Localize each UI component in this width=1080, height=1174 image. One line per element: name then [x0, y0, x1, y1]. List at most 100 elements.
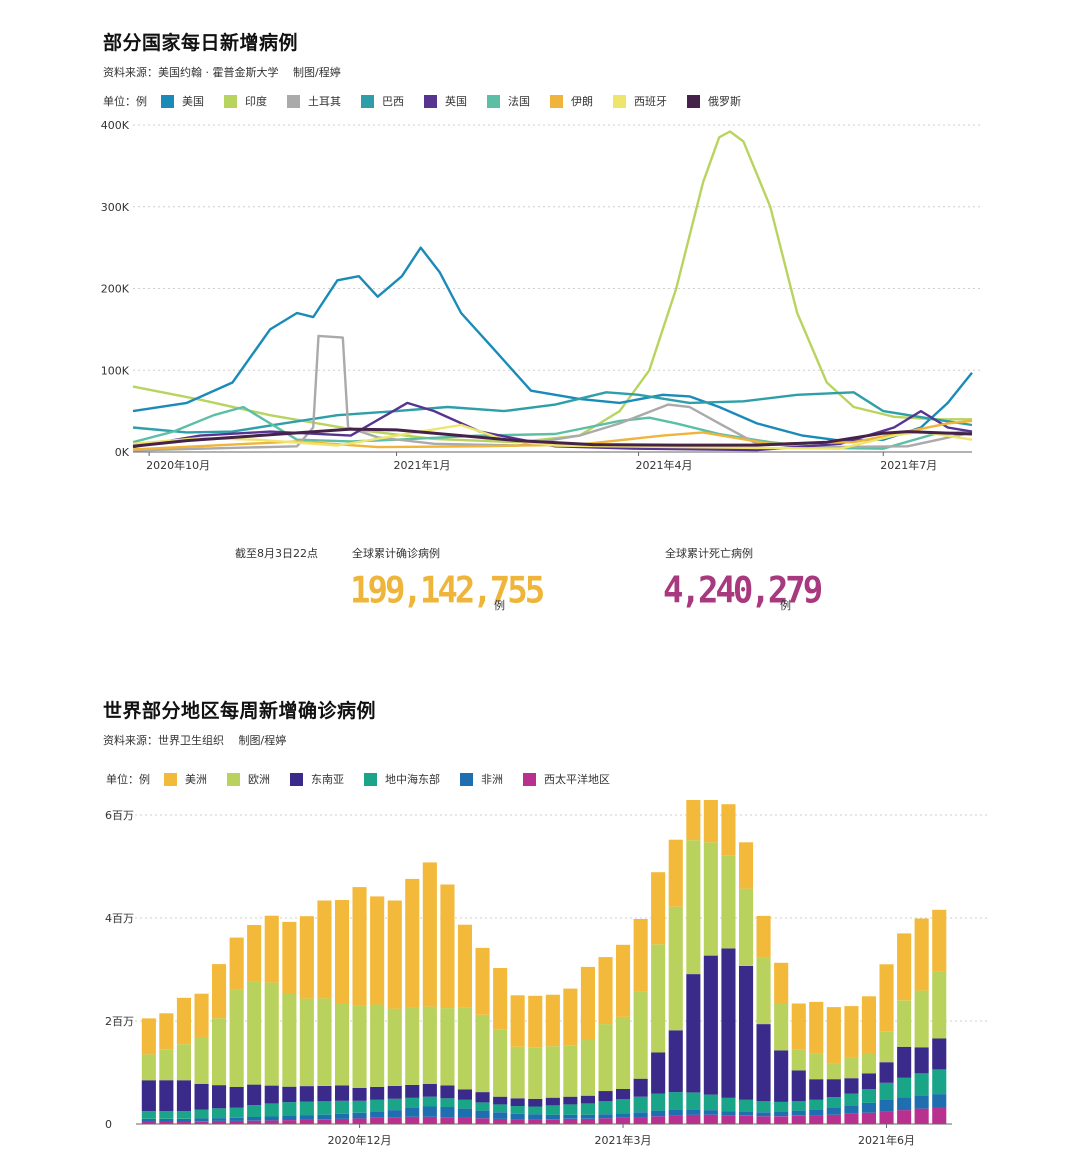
- chart2-legend: 单位：例 美洲 欧洲 东南亚 地中海东部 非洲 西太平洋地区: [106, 771, 630, 787]
- legend-swatch: [224, 94, 237, 108]
- bar-segment: [475, 1092, 490, 1103]
- bar-segment: [703, 1114, 718, 1124]
- legend-item: 美国: [161, 93, 204, 109]
- bar-segment: [299, 916, 314, 999]
- legend-swatch: [164, 772, 177, 786]
- legend-item: 法国: [487, 93, 530, 109]
- bar-segment: [335, 1118, 350, 1124]
- bar-segment: [299, 1086, 314, 1102]
- bar-segment: [721, 948, 736, 1098]
- bar-segment: [405, 1116, 420, 1124]
- bar-segment: [861, 1052, 876, 1074]
- bar-segment: [844, 1078, 859, 1094]
- bar-segment: [932, 1094, 947, 1107]
- bar-segment: [914, 1095, 929, 1109]
- bar-segment: [457, 1007, 472, 1090]
- bar-segment: [194, 1118, 209, 1122]
- series-line: [132, 246, 973, 442]
- bar-segment: [826, 1108, 841, 1115]
- bar-segment: [616, 1113, 631, 1118]
- bar-segment: [229, 1120, 244, 1124]
- bar-segment: [703, 955, 718, 1095]
- bar-segment: [528, 1119, 543, 1124]
- bar-segment: [826, 1097, 841, 1108]
- bar-segment: [159, 1111, 174, 1119]
- bar-segment: [791, 1070, 806, 1102]
- bar-segment: [141, 1118, 156, 1122]
- bar-segment: [861, 1089, 876, 1103]
- bar-segment: [510, 1113, 525, 1120]
- legend-swatch: [227, 772, 240, 786]
- bar-segment: [405, 1108, 420, 1117]
- bar-segment: [317, 998, 332, 1086]
- bar-segment: [774, 1111, 789, 1117]
- bar-segment: [475, 1102, 490, 1111]
- legend-swatch: [424, 94, 437, 108]
- bar-segment: [440, 1008, 455, 1086]
- y-tick-label: 4百万: [105, 912, 134, 925]
- bar-segment: [721, 855, 736, 949]
- bar-segment: [422, 1083, 437, 1097]
- chart1-title: 部分国家每日新增病例: [103, 32, 299, 54]
- bar-segment: [897, 1046, 912, 1078]
- legend-label: 地中海东部: [385, 773, 440, 786]
- bar-segment: [809, 1099, 824, 1110]
- legend-item: 欧洲: [227, 771, 270, 787]
- bar-segment: [493, 1112, 508, 1119]
- bar-segment: [914, 1108, 929, 1124]
- bar-segment: [633, 991, 648, 1079]
- bar-segment: [879, 1111, 894, 1124]
- bar-segment: [668, 1115, 683, 1124]
- chart2-stacked-bar-chart: 0 2百万 4百万 6百万 2020年12月 2021年3月 2021年6月: [105, 800, 990, 1147]
- bar-segment: [879, 964, 894, 1032]
- bar-segment: [299, 1119, 314, 1124]
- bar-segment: [932, 971, 947, 1039]
- bar-segment: [686, 800, 701, 841]
- bar-segment: [633, 919, 648, 992]
- bar-segment: [457, 1099, 472, 1109]
- bar-segment: [335, 1085, 350, 1101]
- bar-segment: [703, 842, 718, 956]
- bar-segment: [563, 1104, 578, 1115]
- bar-segment: [194, 1037, 209, 1084]
- legend-label: 俄罗斯: [708, 95, 741, 108]
- bar-segment: [176, 1118, 191, 1122]
- bar-segment: [563, 988, 578, 1046]
- stats-asof: 截至8月3日22点: [235, 547, 318, 560]
- bar-segment: [159, 1013, 174, 1050]
- bar-segment: [510, 1119, 525, 1124]
- bar-segment: [598, 1024, 613, 1092]
- bar-segment: [879, 1031, 894, 1063]
- legend-swatch: [687, 94, 700, 108]
- bar-segment: [791, 1110, 806, 1116]
- bar-segment: [176, 1111, 191, 1119]
- bar-segment: [563, 1114, 578, 1119]
- bar-segment: [387, 1110, 402, 1118]
- bar-segment: [387, 1117, 402, 1124]
- bar-segment: [721, 1097, 736, 1112]
- bar-segment: [826, 1063, 841, 1080]
- bar-segment: [668, 1030, 683, 1093]
- bar-segment: [580, 1039, 595, 1096]
- bar-segment: [844, 1057, 859, 1079]
- legend-item: 俄罗斯: [687, 93, 741, 109]
- legend-label: 法国: [508, 95, 530, 108]
- bar-segment: [545, 994, 560, 1047]
- bar-segment: [405, 1007, 420, 1085]
- bar-segment: [774, 1116, 789, 1124]
- legend-swatch: [161, 94, 174, 108]
- bar-segment: [563, 1045, 578, 1097]
- bar-segment: [686, 1092, 701, 1110]
- bar-segment: [194, 993, 209, 1038]
- bar-segment: [212, 1085, 227, 1109]
- bar-segment: [774, 1004, 789, 1051]
- bar-segment: [598, 957, 613, 1025]
- bar-segment: [387, 900, 402, 1009]
- bar-segment: [668, 1109, 683, 1116]
- bar-segment: [633, 1096, 648, 1113]
- legend-swatch: [361, 94, 374, 108]
- bar-segment: [370, 1004, 385, 1087]
- bar-segment: [844, 1105, 859, 1114]
- bar-segment: [616, 1089, 631, 1100]
- bar-segment: [159, 1118, 174, 1122]
